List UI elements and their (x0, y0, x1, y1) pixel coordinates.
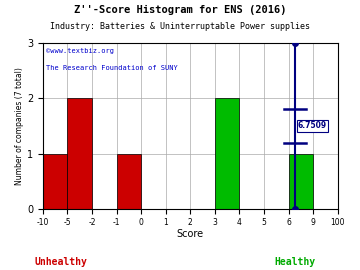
Y-axis label: Number of companies (7 total): Number of companies (7 total) (15, 67, 24, 185)
Bar (215, 99, 239, 209)
Bar (117, 154, 141, 209)
Text: Industry: Batteries & Uninterruptable Power supplies: Industry: Batteries & Uninterruptable Po… (50, 22, 310, 31)
Text: ©www.textbiz.org: ©www.textbiz.org (46, 48, 114, 54)
Text: The Research Foundation of SUNY: The Research Foundation of SUNY (46, 65, 177, 71)
Bar (43, 154, 67, 209)
Bar (289, 154, 313, 209)
Text: 6.7509: 6.7509 (298, 122, 327, 130)
Text: Healthy: Healthy (275, 257, 316, 267)
Bar (67, 99, 92, 209)
X-axis label: Score: Score (177, 229, 204, 239)
Text: Z''-Score Histogram for ENS (2016): Z''-Score Histogram for ENS (2016) (74, 5, 286, 15)
Text: Unhealthy: Unhealthy (35, 257, 87, 267)
